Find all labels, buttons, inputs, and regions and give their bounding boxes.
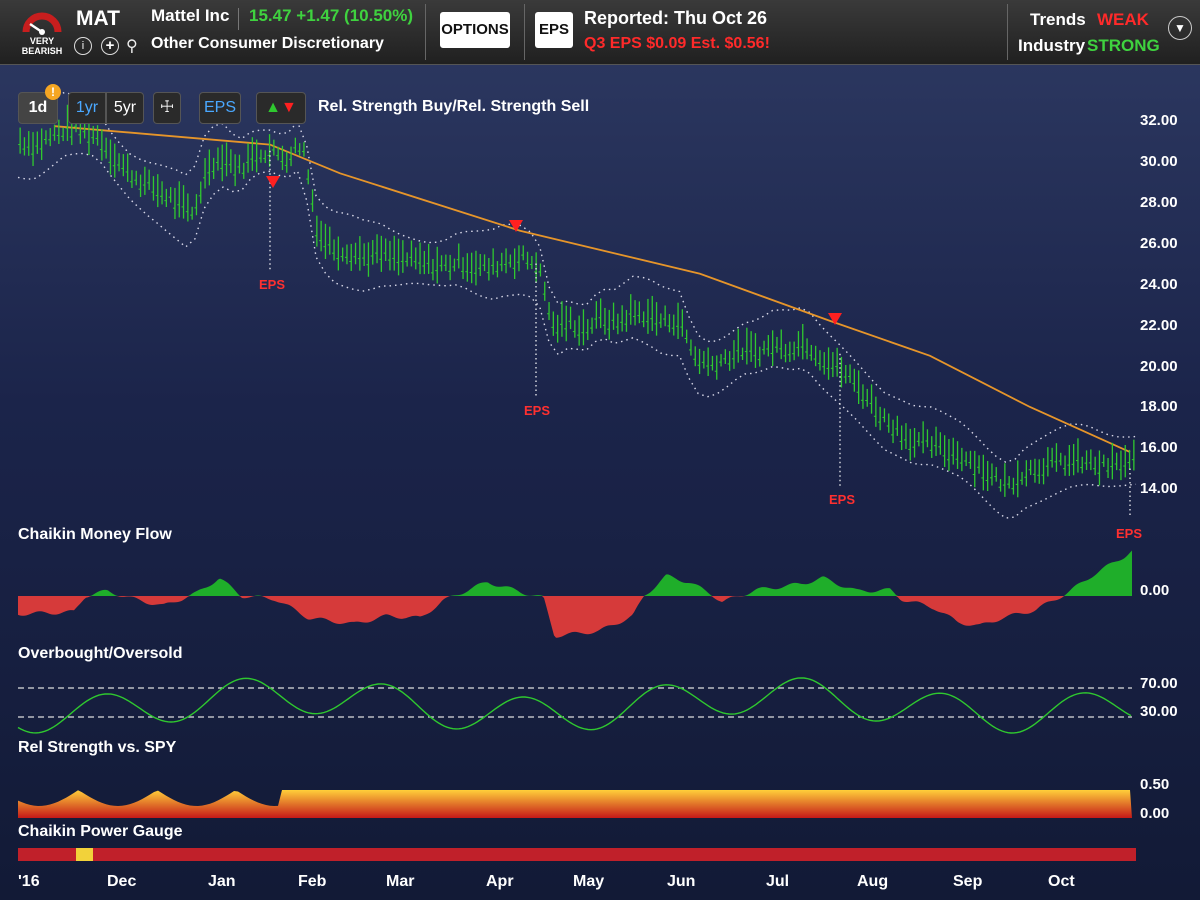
reported-info: Reported: Thu Oct 26 xyxy=(584,8,767,29)
power-gauge-neutral-segment xyxy=(76,848,93,861)
eps-alert-mark: ! xyxy=(764,35,770,52)
eps-event-marker[interactable]: EPS xyxy=(829,492,856,507)
trends-value: WEAK xyxy=(1097,10,1149,29)
obos-panel-label: Overbought/Oversold xyxy=(18,645,183,662)
price-axis-label: 16.00 xyxy=(1140,439,1178,456)
month-label: Feb xyxy=(298,873,327,890)
obos-axis-label: 30.00 xyxy=(1140,703,1178,720)
divider xyxy=(238,8,239,30)
rel-strength-area xyxy=(18,790,1132,818)
price-axis-label: 24.00 xyxy=(1140,276,1178,293)
sell-signal-arrow xyxy=(266,176,280,188)
sell-signal-arrow xyxy=(509,220,523,232)
rs-axis-label: 0.00 xyxy=(1140,805,1170,822)
trends-label: Trends xyxy=(1030,10,1086,29)
cmf-negative-area xyxy=(18,596,1132,638)
price-change-pct: (10.50%) xyxy=(344,6,414,25)
bearish-gauge-icon xyxy=(22,12,62,35)
reported-date: Thu Oct 26 xyxy=(674,8,768,28)
price-axis-label: 32.00 xyxy=(1140,112,1178,129)
info-icon[interactable]: i xyxy=(74,37,92,55)
cmf-axis-label: 0.00 xyxy=(1140,582,1170,599)
lower-band xyxy=(17,152,1137,519)
period-5yr-button[interactable]: 5yr xyxy=(106,92,144,124)
last-price: 15.47 xyxy=(249,6,292,25)
obos-axis-label: 70.00 xyxy=(1140,675,1178,692)
eps-event-marker[interactable]: EPS xyxy=(259,277,286,292)
company-name: Mattel Inc xyxy=(151,6,230,25)
eps-event-marker[interactable]: EPS xyxy=(1116,526,1143,541)
industry-label: Industry xyxy=(1018,36,1086,55)
alert-badge: ! xyxy=(45,84,61,100)
rating-text: VERY BEARISH xyxy=(21,36,63,56)
eps-button[interactable]: EPS xyxy=(535,12,573,48)
sell-signal-arrow xyxy=(828,313,842,325)
month-label: Oct xyxy=(1048,873,1075,890)
rs-panel-label: Rel Strength vs. SPY xyxy=(18,739,177,756)
price-quote: 15.47 +1.47 (10.50%) xyxy=(249,6,413,26)
cmf-positive-area xyxy=(18,550,1132,596)
month-label: May xyxy=(573,873,605,890)
month-label: Sep xyxy=(953,873,983,890)
search-icon[interactable]: ⚲ xyxy=(126,38,138,55)
price-axis-label: 14.00 xyxy=(1140,480,1178,497)
eps-event-marker[interactable]: EPS xyxy=(524,403,551,418)
eps-toggle[interactable]: EPS xyxy=(199,92,241,124)
moving-average-line xyxy=(54,125,1131,453)
month-label: Mar xyxy=(386,873,415,890)
ticker-symbol: MAT xyxy=(76,7,120,30)
month-label: Apr xyxy=(486,873,514,890)
power-gauge-bar xyxy=(18,848,1136,861)
rs-signal-label: Rel. Strength Buy/Rel. Strength Sell xyxy=(318,98,590,115)
chevron-down-icon[interactable]: ▼ xyxy=(1168,16,1192,40)
month-label: '16 xyxy=(18,873,40,890)
industry-link[interactable]: Other Consumer Discretionary xyxy=(151,35,384,52)
month-label: Jun xyxy=(667,873,696,890)
price-axis-label: 28.00 xyxy=(1140,194,1178,211)
month-label: Aug xyxy=(857,873,889,890)
options-button[interactable]: OPTIONS xyxy=(440,12,510,48)
add-to-list-icon[interactable]: + xyxy=(101,37,119,55)
power-gauge-label: Chaikin Power Gauge xyxy=(18,823,183,840)
month-label: Jan xyxy=(208,873,236,890)
rel-strength-signal-icon[interactable]: ▲▼ xyxy=(256,92,306,124)
month-label: Dec xyxy=(107,873,137,890)
crosshair-icon[interactable]: ☩ xyxy=(153,92,181,124)
price-change: +1.47 xyxy=(296,6,340,25)
price-axis-label: 20.00 xyxy=(1140,358,1178,375)
cmf-panel-label: Chaikin Money Flow xyxy=(18,526,172,543)
price-axis-label: 30.00 xyxy=(1140,153,1178,170)
reported-label: Reported: xyxy=(584,8,669,28)
divider xyxy=(1007,4,1008,60)
divider xyxy=(524,4,525,60)
price-axis-label: 18.00 xyxy=(1140,398,1178,415)
price-axis-label: 22.00 xyxy=(1140,317,1178,334)
industry-value: STRONG xyxy=(1087,36,1160,55)
eps-estimate-line: Q3 EPS $0.09 Est. $0.56! xyxy=(584,35,770,53)
eps-estimate-text: Q3 EPS $0.09 Est. $0.56 xyxy=(584,35,765,52)
header-bar: VERY BEARISH MAT i + ⚲ Mattel Inc 15.47 … xyxy=(0,0,1200,65)
upper-band xyxy=(17,91,1137,463)
divider xyxy=(425,4,426,60)
month-label: Jul xyxy=(766,873,790,890)
rs-axis-label: 0.50 xyxy=(1140,776,1170,793)
obos-line xyxy=(17,677,1132,734)
period-1yr-button[interactable]: 1yr xyxy=(68,92,106,124)
price-axis-label: 26.00 xyxy=(1140,235,1178,252)
